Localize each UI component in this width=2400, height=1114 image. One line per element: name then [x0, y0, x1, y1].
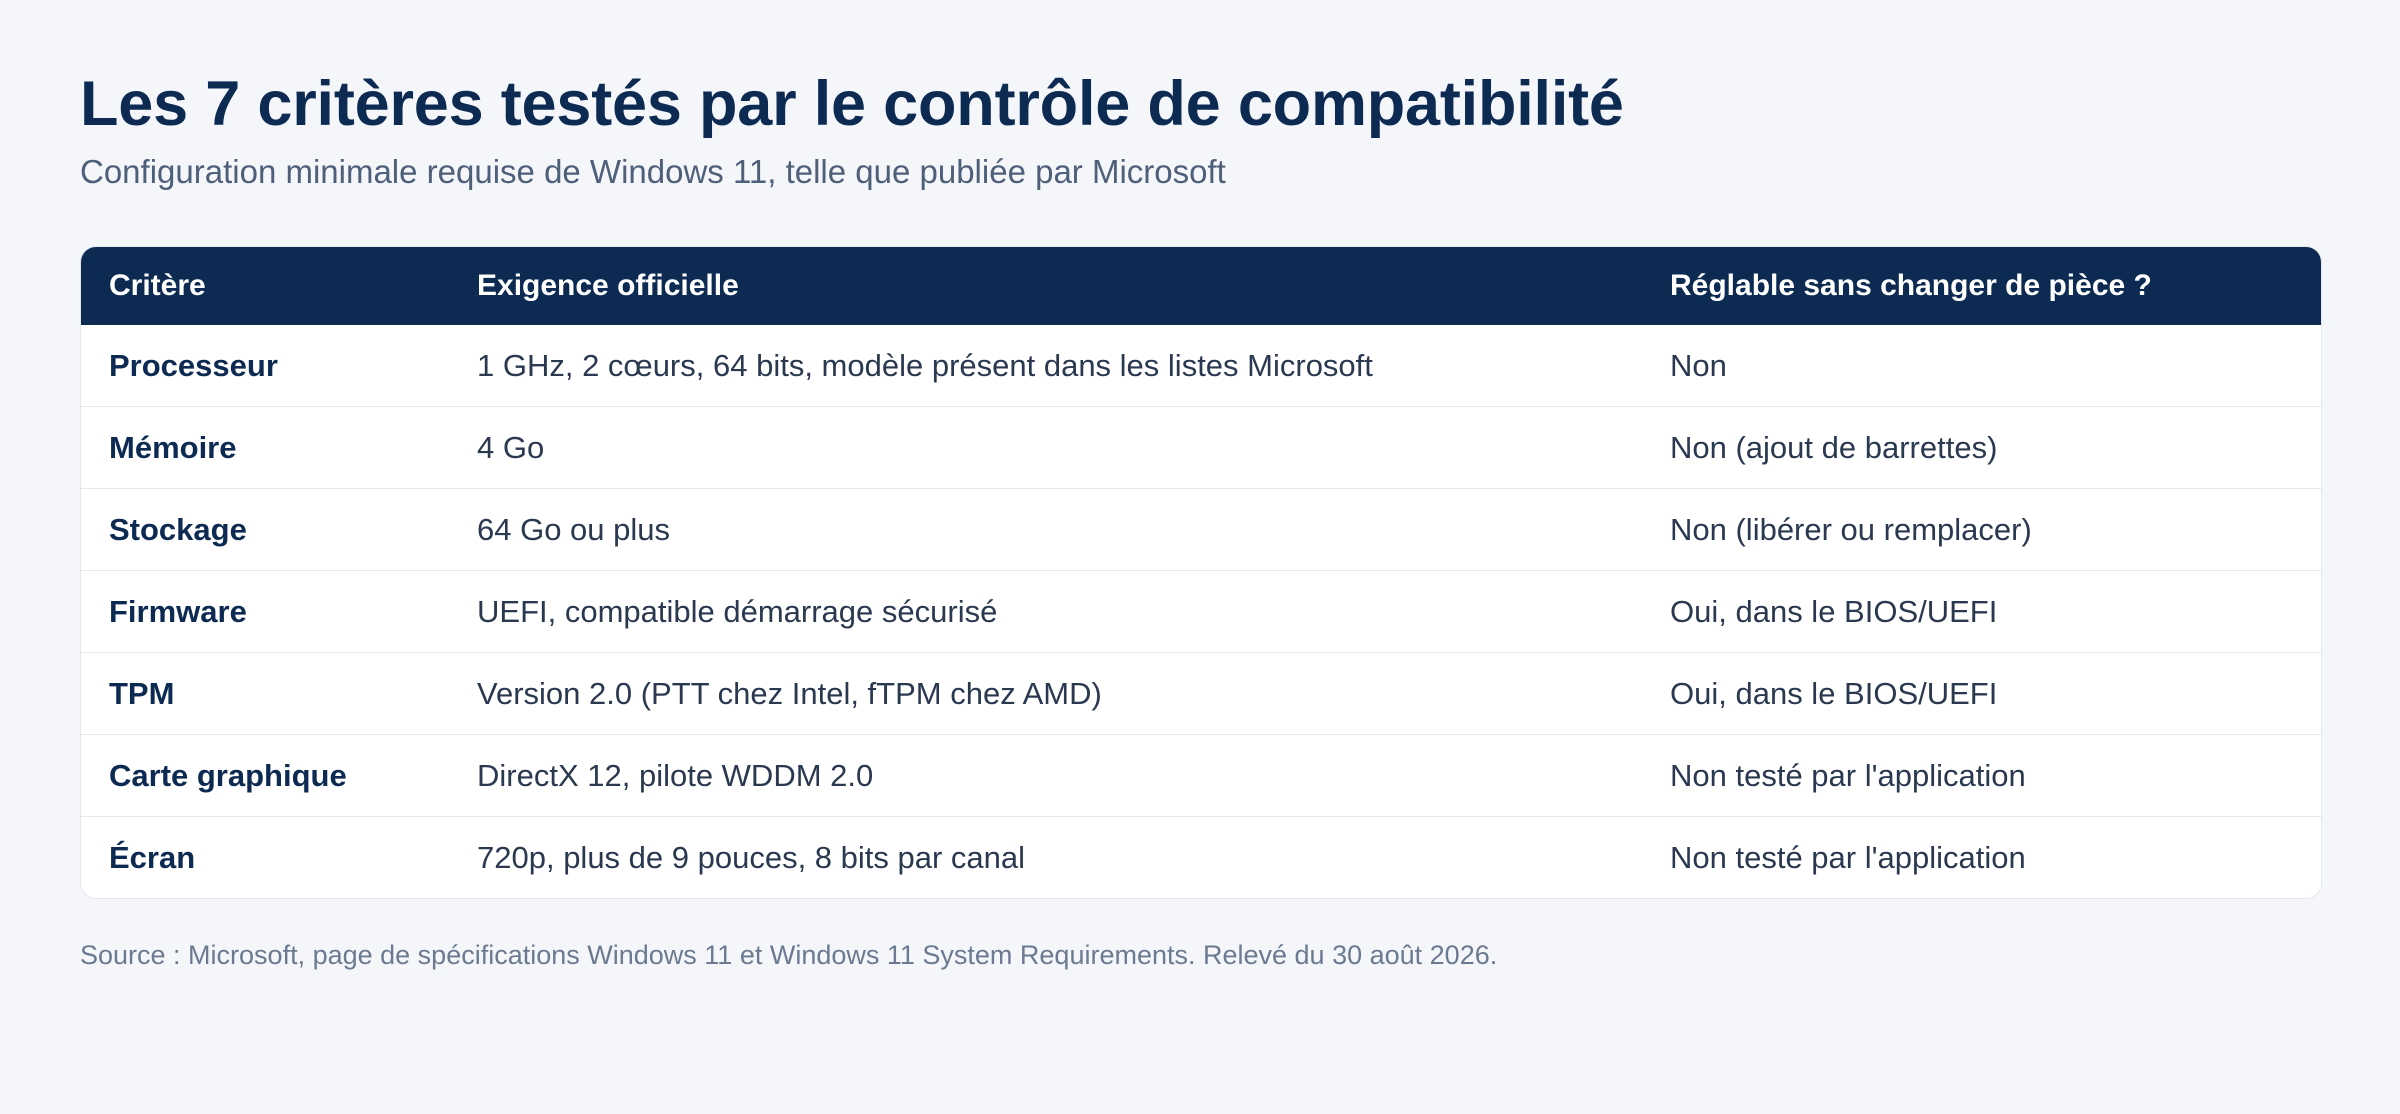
table-header-row: Critère Exigence officielle Réglable san… — [81, 247, 2321, 325]
adjustable-cell: Non (ajout de barrettes) — [1642, 406, 2321, 489]
criterion-cell: Mémoire — [81, 406, 449, 489]
requirement-cell: DirectX 12, pilote WDDM 2.0 — [449, 734, 1642, 817]
requirement-cell: UEFI, compatible démarrage sécurisé — [449, 570, 1642, 653]
criterion-cell: Processeur — [109, 347, 278, 383]
page-subtitle: Configuration minimale requise de Window… — [80, 153, 1226, 190]
requirement-cell: 720p, plus de 9 pouces, 8 bits par canal — [449, 816, 1642, 898]
adjustable-cell: Non (libérer ou remplacer) — [1642, 488, 2321, 571]
adjustable-cell: Oui, dans le BIOS/UEFI — [1642, 652, 2321, 735]
criteria-table: Critère Exigence officielle Réglable san… — [81, 247, 2321, 898]
criterion-cell: Écran — [81, 816, 449, 898]
adjustable-cell: Oui, dans le BIOS/UEFI — [1642, 570, 2321, 653]
adjustable-cell: Non — [1670, 347, 1727, 383]
column-header-requirement: Exigence officielle — [477, 269, 739, 302]
table-row: Écran 720p, plus de 9 pouces, 8 bits par… — [81, 816, 2321, 898]
criterion-cell: Stockage — [81, 488, 449, 571]
column-header-adjustable: Réglable sans changer de pièce ? — [1670, 269, 2152, 302]
adjustable-cell: Non testé par l'application — [1642, 816, 2321, 898]
table-row: Stockage 64 Go ou plus Non (libérer ou r… — [81, 488, 2321, 571]
table-row: Processeur 1 GHz, 2 cœurs, 64 bits, modè… — [81, 325, 2321, 407]
requirement-cell: 4 Go — [449, 406, 1642, 489]
requirement-cell: 64 Go ou plus — [449, 488, 1642, 571]
requirement-cell: 1 GHz, 2 cœurs, 64 bits, modèle présent … — [477, 347, 1373, 383]
column-header-criterion: Critère — [109, 269, 206, 302]
page-title: Les 7 critères testés par le contrôle de… — [80, 69, 1624, 139]
table-row: Mémoire 4 Go Non (ajout de barrettes) — [81, 406, 2321, 489]
criterion-cell: Carte graphique — [81, 734, 449, 817]
table-row: Carte graphique DirectX 12, pilote WDDM … — [81, 734, 2321, 817]
criterion-cell: TPM — [81, 652, 449, 735]
requirement-cell: Version 2.0 (PTT chez Intel, fTPM chez A… — [449, 652, 1642, 735]
page: Les 7 critères testés par le contrôle de… — [80, 64, 2322, 973]
table-row: TPM Version 2.0 (PTT chez Intel, fTPM ch… — [81, 652, 2321, 735]
source-note: Source : Microsoft, page de spécificatio… — [80, 940, 1498, 970]
criterion-cell: Firmware — [81, 570, 449, 653]
table-row: Firmware UEFI, compatible démarrage sécu… — [81, 570, 2321, 653]
adjustable-cell: Non testé par l'application — [1642, 734, 2321, 817]
criteria-table-card: Critère Exigence officielle Réglable san… — [80, 246, 2322, 899]
